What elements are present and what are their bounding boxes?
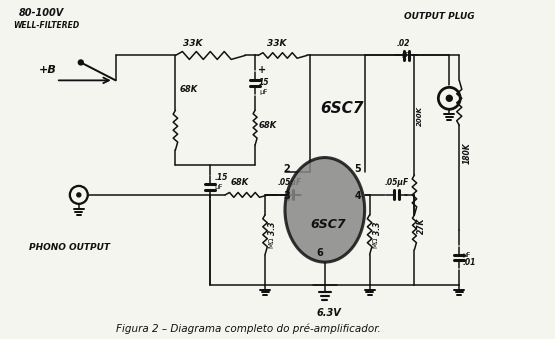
Text: +B: +B xyxy=(39,65,57,75)
Text: .01: .01 xyxy=(462,258,476,266)
Text: MΩ: MΩ xyxy=(268,236,274,248)
Text: .05μF: .05μF xyxy=(385,178,409,187)
Text: 68K: 68K xyxy=(179,85,198,94)
Text: .02: .02 xyxy=(396,39,410,47)
Text: μF: μF xyxy=(462,252,471,258)
Text: 68K: 68K xyxy=(259,121,278,130)
Text: 27K: 27K xyxy=(417,217,426,234)
Text: 6SC7: 6SC7 xyxy=(320,101,364,116)
Text: 5: 5 xyxy=(355,164,361,174)
Text: 3: 3 xyxy=(283,191,290,201)
Circle shape xyxy=(77,193,81,197)
Text: MΩ: MΩ xyxy=(372,236,379,248)
Text: 3.3: 3.3 xyxy=(268,221,277,235)
Circle shape xyxy=(446,95,452,101)
Text: 4: 4 xyxy=(355,191,361,201)
Text: PHONO OUTPUT: PHONO OUTPUT xyxy=(29,243,110,252)
Ellipse shape xyxy=(285,158,365,262)
Text: 6: 6 xyxy=(317,248,324,258)
Text: μF: μF xyxy=(401,53,410,58)
Text: Figura 2 – Diagrama completo do pré-amplificador.: Figura 2 – Diagrama completo do pré-ampl… xyxy=(115,324,380,334)
Text: 68K: 68K xyxy=(230,178,249,187)
Text: 15: 15 xyxy=(259,78,270,87)
Text: OUTPUT PLUG: OUTPUT PLUG xyxy=(405,12,475,21)
Text: .15: .15 xyxy=(214,173,228,182)
Text: .05μF: .05μF xyxy=(278,178,302,187)
Text: 2: 2 xyxy=(283,164,290,174)
Text: μF: μF xyxy=(259,89,268,95)
Text: 33K: 33K xyxy=(267,39,286,47)
Text: 33K: 33K xyxy=(183,39,203,47)
Circle shape xyxy=(78,60,83,65)
Text: +: + xyxy=(258,65,266,75)
Text: 80-100V: 80-100V xyxy=(19,8,64,18)
Text: 6SC7: 6SC7 xyxy=(311,218,346,231)
Text: μF: μF xyxy=(214,184,223,190)
Text: 200K: 200K xyxy=(417,106,423,126)
Text: 6.3V: 6.3V xyxy=(317,308,341,318)
Text: 180K: 180K xyxy=(462,142,471,164)
Text: WELL-FILTERED: WELL-FILTERED xyxy=(13,21,79,29)
Text: 3.3: 3.3 xyxy=(372,221,382,235)
